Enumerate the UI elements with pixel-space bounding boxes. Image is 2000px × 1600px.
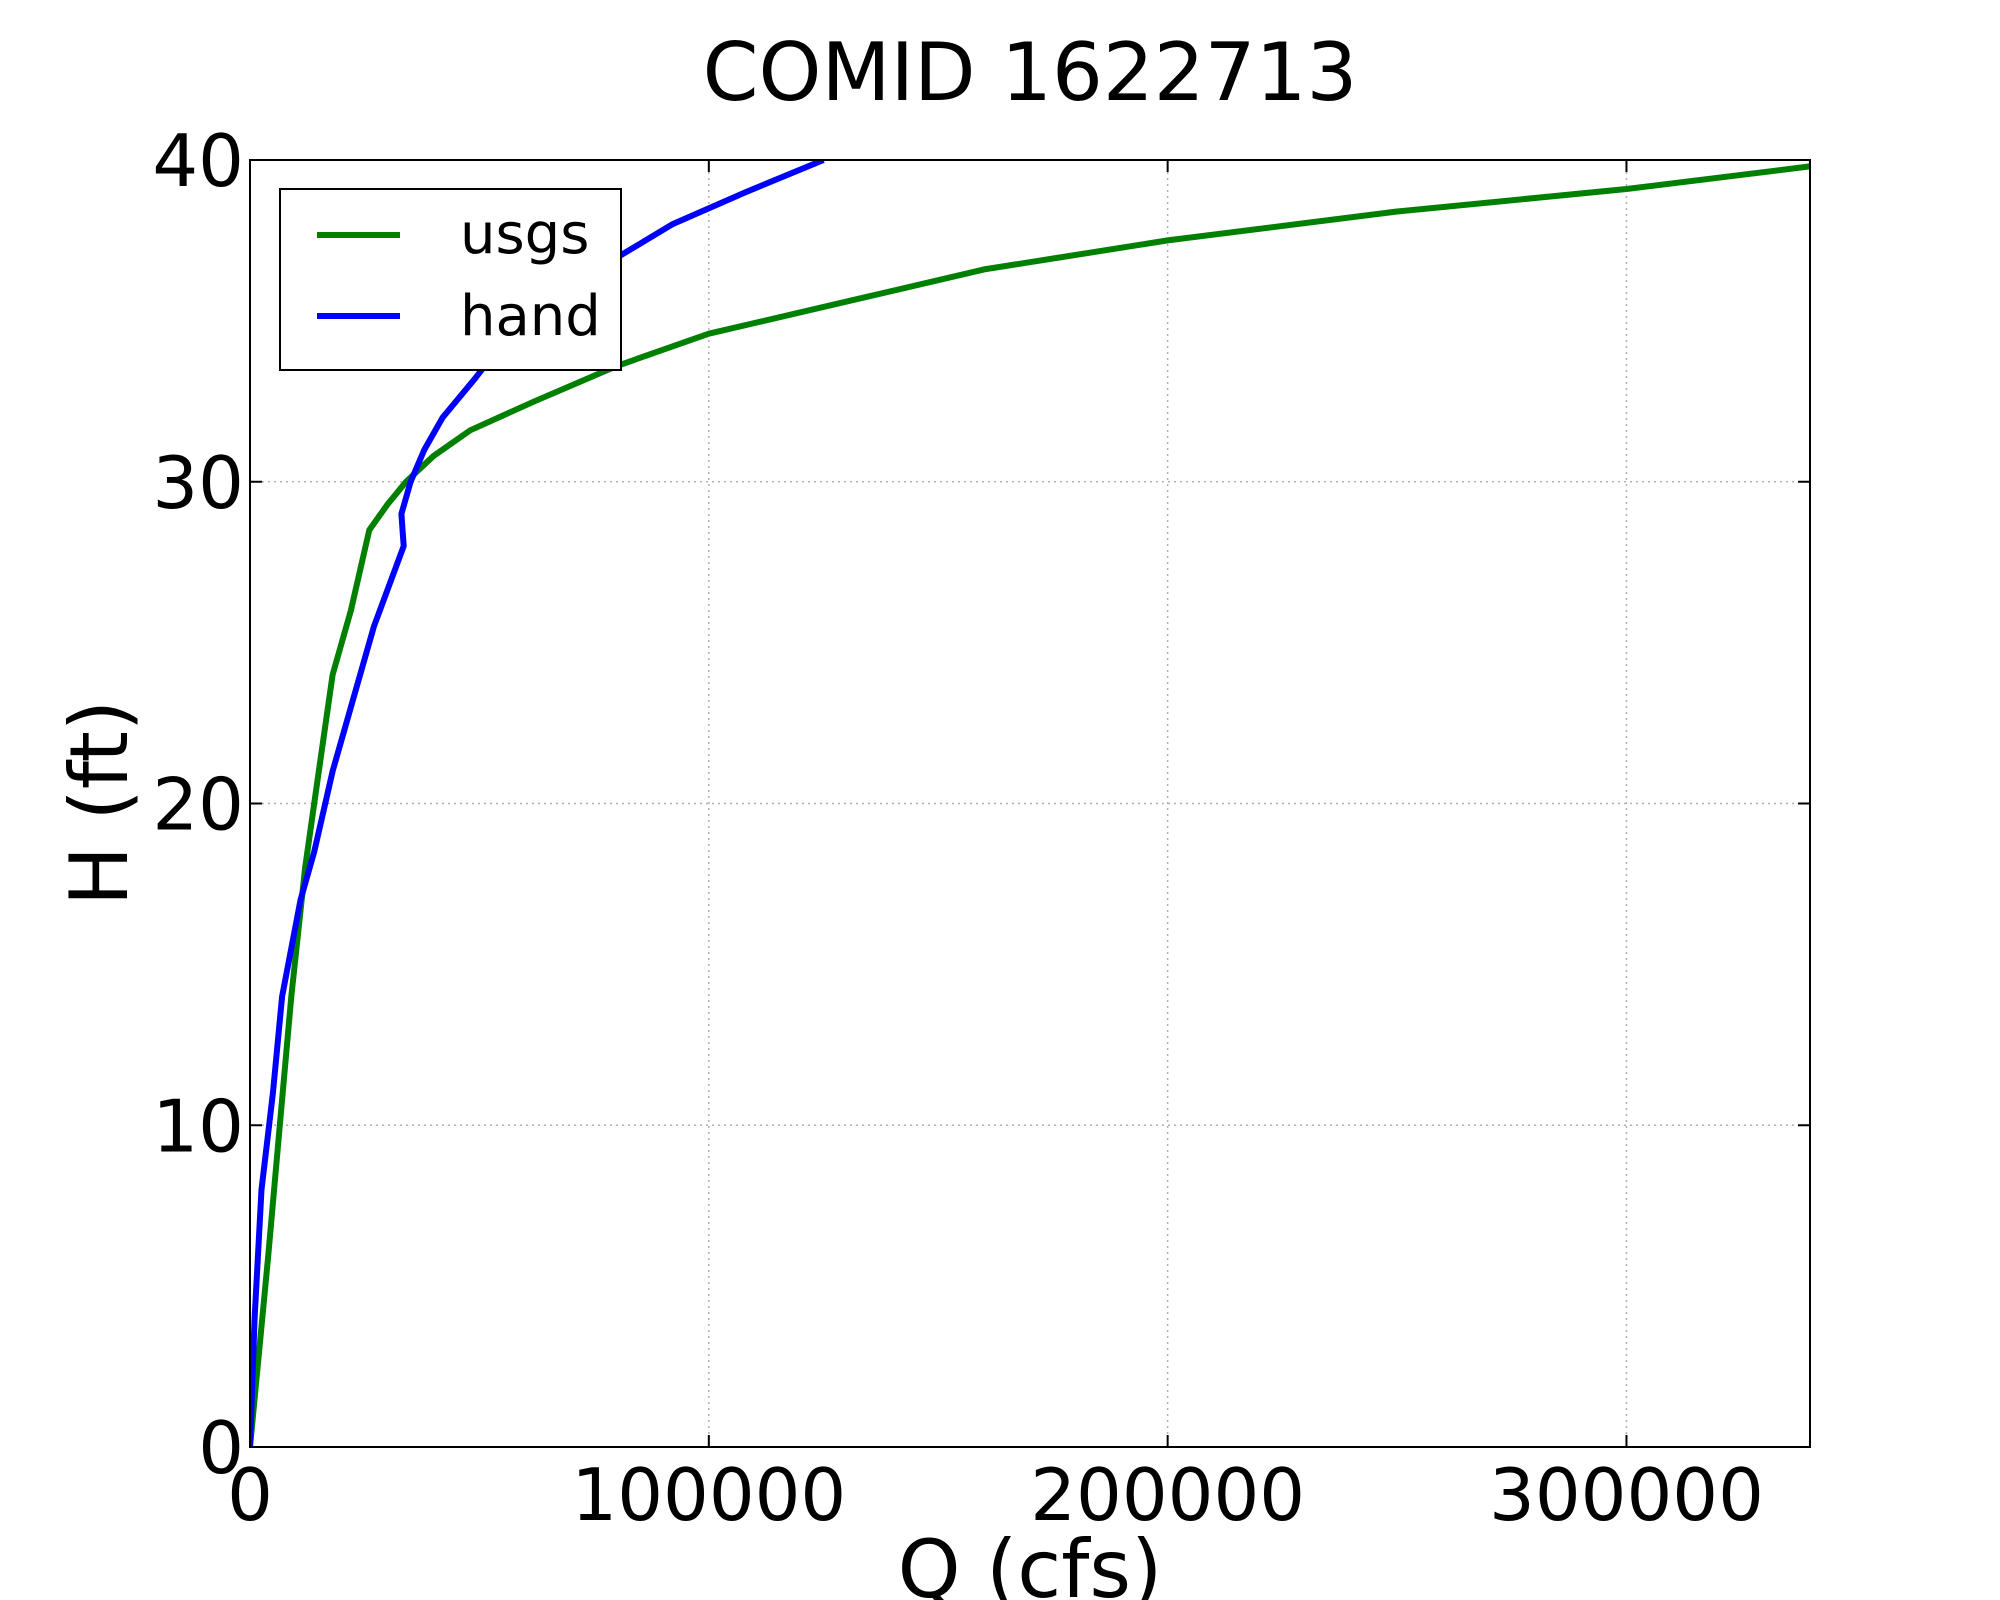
grid-lines: [250, 160, 1810, 1447]
legend-label-usgs: usgs: [460, 202, 589, 267]
y-tick-label: 30: [152, 441, 244, 525]
x-tick-label: 100000: [571, 1453, 846, 1537]
x-tick-label: 0: [227, 1453, 273, 1537]
x-tick-label: 200000: [1030, 1453, 1305, 1537]
legend: usgs hand: [279, 188, 622, 371]
y-axis-ticks: 0 10 20 30 40: [152, 119, 1810, 1490]
y-axis-label: H (ft): [53, 700, 146, 906]
x-tick-label: 300000: [1489, 1453, 1764, 1537]
y-tick-label: 0: [198, 1406, 244, 1490]
legend-label-hand: hand: [460, 284, 601, 349]
series-line-usgs: [250, 163, 1810, 1447]
legend-box: [279, 188, 622, 371]
x-axis-ticks: 0 100000 200000 300000: [227, 160, 1764, 1537]
y-tick-label: 10: [152, 1084, 244, 1168]
x-axis-label: Q (cfs): [898, 1523, 1163, 1600]
plot-frame: [249, 159, 1811, 1448]
chart-title: COMID 1622713: [703, 26, 1358, 119]
y-tick-label: 20: [152, 763, 244, 847]
y-tick-label: 40: [152, 119, 244, 203]
